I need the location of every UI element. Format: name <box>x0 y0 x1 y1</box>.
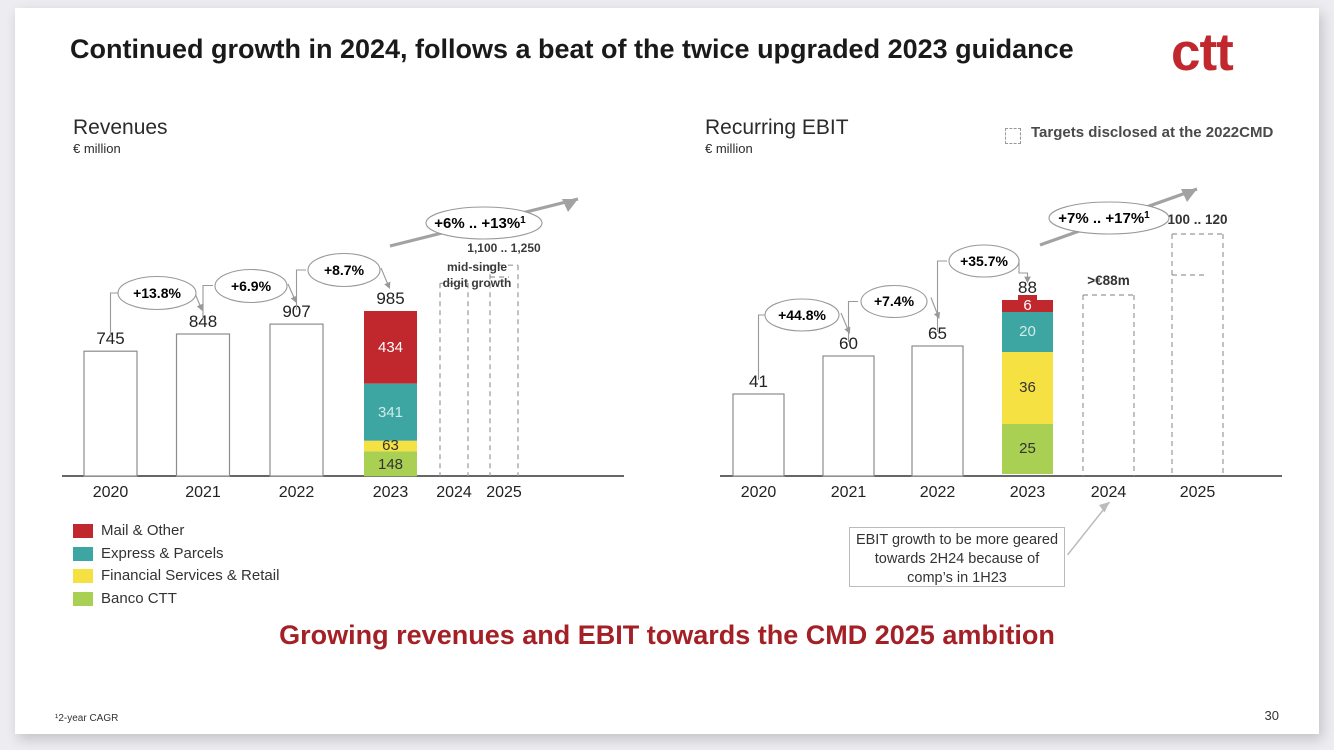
svg-text:6: 6 <box>1023 297 1031 314</box>
svg-text:20: 20 <box>1019 323 1036 340</box>
svg-text:2025: 2025 <box>486 484 522 500</box>
svg-text:+7% .. +17%1: +7% .. +17%1 <box>1058 210 1150 227</box>
svg-text:+7.4%: +7.4% <box>874 293 915 309</box>
svg-text:63: 63 <box>382 437 399 454</box>
svg-text:100 .. 120: 100 .. 120 <box>1167 212 1227 227</box>
svg-text:+6% .. +13%1: +6% .. +13%1 <box>434 215 526 232</box>
svg-text:+6.9%: +6.9% <box>231 278 272 294</box>
svg-text:434: 434 <box>378 339 403 356</box>
svg-text:2020: 2020 <box>93 484 129 500</box>
svg-text:digit growth: digit growth <box>443 276 512 290</box>
svg-text:+35.7%: +35.7% <box>960 253 1008 269</box>
svg-text:mid-single: mid-single <box>447 260 507 274</box>
svg-text:>€88m: >€88m <box>1087 273 1129 288</box>
svg-text:2022: 2022 <box>279 484 315 500</box>
svg-text:25: 25 <box>1019 440 1036 457</box>
svg-text:2022: 2022 <box>920 484 956 500</box>
svg-text:+8.7%: +8.7% <box>324 262 365 278</box>
svg-text:+44.8%: +44.8% <box>778 307 826 323</box>
svg-text:2021: 2021 <box>831 484 867 500</box>
svg-text:2025: 2025 <box>1180 484 1216 500</box>
svg-text:2023: 2023 <box>373 484 409 500</box>
svg-text:36: 36 <box>1019 379 1036 396</box>
svg-text:+13.8%: +13.8% <box>133 285 181 301</box>
svg-text:2020: 2020 <box>741 484 777 500</box>
svg-text:148: 148 <box>378 456 403 473</box>
svg-text:985: 985 <box>376 289 404 308</box>
svg-text:1,100 .. 1,250: 1,100 .. 1,250 <box>467 241 541 255</box>
svg-text:341: 341 <box>378 404 403 421</box>
svg-text:2021: 2021 <box>185 484 221 500</box>
svg-text:2024: 2024 <box>436 484 472 500</box>
